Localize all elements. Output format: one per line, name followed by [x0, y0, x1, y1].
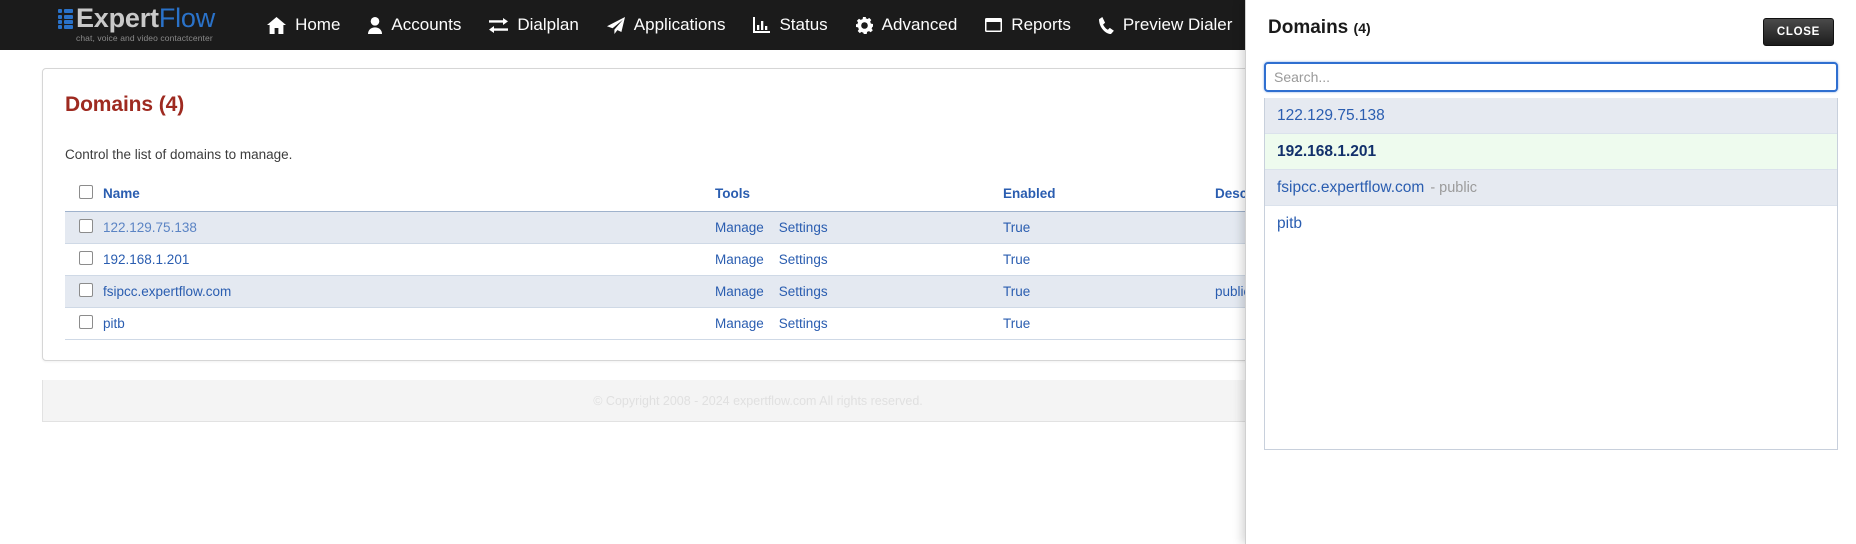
table-row[interactable]: pitb Manage Settings True [65, 307, 1451, 340]
nav-label: Home [295, 15, 341, 34]
enabled-value: True [1003, 316, 1031, 331]
list-item-suffix: - public [1430, 179, 1478, 196]
row-checkbox[interactable] [79, 283, 93, 297]
nav-label: Applications [633, 15, 726, 34]
page-title: Domains (4) [65, 93, 185, 116]
nav-item-preview-dialer[interactable]: Preview Dialer [1085, 15, 1247, 35]
list-item[interactable]: pitb [1265, 206, 1837, 242]
row-name-link[interactable]: pitb [103, 316, 125, 331]
list-item[interactable]: 122.129.75.138 [1265, 98, 1837, 134]
manage-link[interactable]: Manage [715, 316, 764, 331]
list-item-label: fsipcc.expertflow.com [1277, 178, 1425, 196]
row-checkbox[interactable] [79, 315, 93, 329]
brand-logo[interactable]: ExpertFlow chat, voice and video contact… [58, 5, 215, 43]
row-name-link[interactable]: 122.129.75.138 [103, 220, 197, 235]
gear-icon [855, 16, 873, 34]
copyright-text: © Copyright 2008 - 2024 expertflow.com A… [593, 393, 923, 408]
settings-link[interactable]: Settings [778, 316, 828, 331]
nav-label: Accounts [391, 15, 462, 34]
manage-link[interactable]: Manage [715, 252, 764, 267]
nav-items: Home Accounts Dialplan Applications Stat [253, 15, 1246, 35]
brand-word-flow: Flow [158, 3, 216, 34]
paper-plane-icon [606, 16, 625, 34]
manage-link[interactable]: Manage [715, 220, 764, 235]
settings-link[interactable]: Settings [778, 252, 828, 267]
enabled-value: True [1003, 252, 1031, 267]
list-item-label: pitb [1277, 215, 1302, 232]
nav-label: Dialplan [517, 15, 579, 34]
nav-item-status[interactable]: Status [739, 15, 841, 35]
brand-tagline: chat, voice and video contactcenter [76, 33, 213, 44]
nav-item-dialplan[interactable]: Dialplan [475, 15, 592, 35]
search-input[interactable] [1264, 62, 1838, 92]
column-header-tools[interactable]: Tools [715, 185, 1003, 212]
nav-label: Status [779, 15, 828, 34]
overlay-title: Domains [1268, 17, 1349, 38]
row-checkbox[interactable] [79, 219, 93, 233]
settings-link[interactable]: Settings [778, 220, 828, 235]
nav-item-advanced[interactable]: Advanced [842, 15, 972, 35]
nav-label: Advanced [881, 15, 958, 34]
manage-link[interactable]: Manage [715, 284, 764, 299]
select-all-header [65, 185, 103, 212]
phone-icon [1098, 16, 1114, 34]
window-icon [985, 18, 1003, 32]
overlay-search-wrap [1246, 62, 1856, 92]
overlay-domain-list: 122.129.75.138 192.168.1.201 fsipcc.expe… [1264, 98, 1838, 450]
nav-item-home[interactable]: Home [253, 15, 354, 35]
close-button-label: CLOSE [1776, 26, 1820, 38]
card-subtitle: Control the list of domains to manage. [65, 147, 293, 162]
list-item[interactable]: fsipcc.expertflow.com - public [1265, 170, 1837, 206]
row-name-link[interactable]: 192.168.1.201 [103, 252, 190, 267]
table-header-row: Name Tools Enabled Desc [65, 185, 1451, 212]
overlay-count: (4) [1353, 20, 1371, 36]
home-icon [267, 16, 287, 34]
exchange-arrows-icon [489, 17, 509, 33]
list-item-label: 192.168.1.201 [1277, 142, 1377, 160]
row-name-link[interactable]: fsipcc.expertflow.com [103, 284, 232, 299]
row-checkbox[interactable] [79, 251, 93, 265]
overlay-header: Domains (4) CLOSE [1246, 0, 1856, 62]
column-header-enabled[interactable]: Enabled [1003, 185, 1215, 212]
select-all-checkbox[interactable] [79, 185, 93, 199]
nav-item-reports[interactable]: Reports [971, 15, 1085, 35]
domains-overlay-panel: Domains (4) CLOSE 122.129.75.138 192.168… [1245, 0, 1856, 544]
nav-label: Preview Dialer [1122, 15, 1233, 34]
page-footer: © Copyright 2008 - 2024 expertflow.com A… [42, 380, 1474, 422]
nav-label: Reports [1011, 15, 1071, 34]
enabled-value: True [1003, 284, 1031, 299]
bar-chart-icon [753, 17, 771, 33]
table-row[interactable]: 192.168.1.201 Manage Settings True [65, 243, 1451, 276]
table-row[interactable]: fsipcc.expertflow.com Manage Settings Tr… [65, 275, 1451, 308]
nav-item-applications[interactable]: Applications [593, 15, 740, 35]
column-header-name[interactable]: Name [103, 185, 715, 212]
close-button[interactable]: CLOSE [1762, 18, 1834, 46]
description-value: public [1215, 284, 1251, 299]
enabled-value: True [1003, 220, 1031, 235]
list-item[interactable]: 192.168.1.201 [1265, 134, 1837, 170]
settings-link[interactable]: Settings [778, 284, 828, 299]
list-item-label: 122.129.75.138 [1277, 106, 1385, 124]
brand-word-expert: Expert [76, 3, 159, 34]
table-row[interactable]: 122.129.75.138 Manage Settings True [65, 211, 1451, 244]
user-icon [368, 16, 383, 34]
list-dots-icon [58, 9, 73, 30]
nav-item-accounts[interactable]: Accounts [354, 15, 475, 35]
domains-table: Name Tools Enabled Desc 122.129.75.138 M… [65, 185, 1451, 340]
